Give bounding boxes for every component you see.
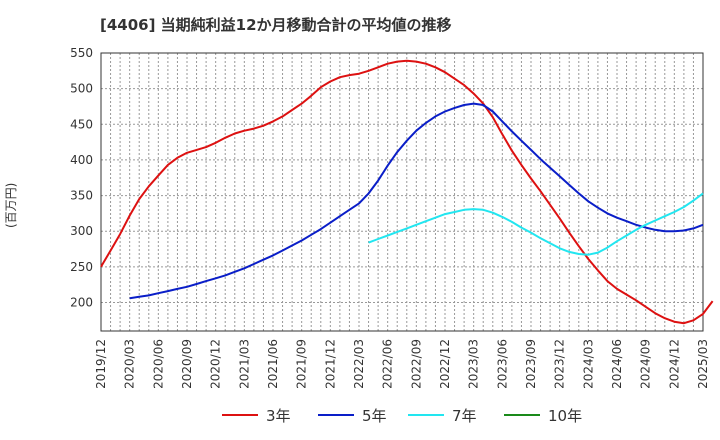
grid: [100, 52, 704, 331]
legend-swatch-7y: [408, 414, 444, 416]
x-tick-label: 2021/03: [237, 339, 251, 389]
y-tick-label: 250: [70, 260, 93, 274]
y-tick-label: 350: [70, 189, 93, 203]
x-tick-label: 2023/06: [495, 339, 509, 389]
y-tick-label: 450: [70, 117, 93, 131]
legend-swatch-3y: [222, 414, 258, 416]
x-tick-label: 2020/09: [180, 339, 194, 389]
x-tick-label: 2022/09: [409, 339, 423, 389]
series-line-0: [100, 59, 714, 325]
x-tick-label: 2024/06: [610, 339, 624, 389]
legend-label-3y: 3年: [266, 407, 291, 425]
x-tick-label: 2021/12: [323, 339, 337, 389]
x-tick-label: 2024/09: [639, 339, 653, 389]
legend-swatch-10y: [504, 414, 540, 416]
x-tick-label: 2019/12: [94, 339, 108, 389]
y-tick-label: 200: [70, 295, 93, 309]
legend: 3年 5年 7年 10年: [0, 404, 720, 426]
x-tick-label: 2023/12: [553, 339, 567, 389]
y-tick-label: 550: [70, 46, 93, 60]
x-tick-label: 2022/12: [438, 339, 452, 389]
chart-title: [4406] 当期純利益12か月移動合計の平均値の推移: [100, 16, 452, 34]
x-tick-label: 2022/03: [352, 339, 366, 389]
x-tick-label: 2023/09: [524, 339, 538, 389]
y-tick-label: 500: [70, 82, 93, 96]
series-lines: [100, 59, 714, 325]
y-tick-label: 300: [70, 224, 93, 238]
x-tick-label: 2020/06: [151, 339, 165, 389]
axes: [100, 52, 704, 332]
x-tick-label: 2024/12: [667, 339, 681, 389]
legend-label-10y: 10年: [548, 407, 583, 425]
x-tick-label: 2023/03: [467, 339, 481, 389]
y-tick-label: 400: [70, 153, 93, 167]
x-tick-label: 2025/03: [696, 339, 710, 389]
x-tick-label: 2024/03: [581, 339, 595, 389]
series-line-1: [129, 102, 704, 300]
tick-labels: 200 250 300 350 400 450 500 550 2019/12 2020/03 20…: [70, 46, 710, 389]
legend-swatch-5y: [318, 414, 354, 416]
x-tick-label: 2020/12: [209, 339, 223, 389]
legend-label-7y: 7年: [452, 407, 477, 425]
x-tick-label: 2021/06: [266, 339, 280, 389]
plot-frame: [100, 52, 704, 332]
x-tick-label: 2020/03: [123, 339, 137, 389]
x-tick-label: 2021/09: [295, 339, 309, 389]
plot-area: [101, 53, 703, 331]
series-line-2: [368, 192, 704, 256]
legend-label-5y: 5年: [362, 407, 387, 425]
x-tick-label: 2022/06: [381, 339, 395, 389]
